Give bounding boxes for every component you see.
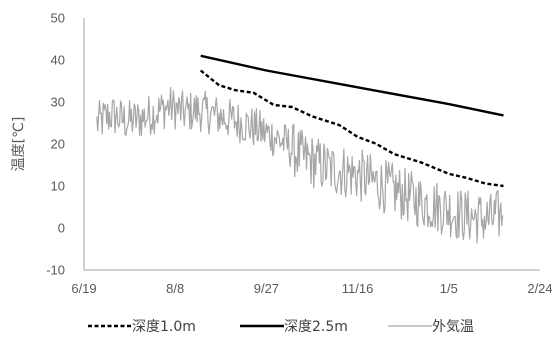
y-tick-label: 40 — [51, 53, 65, 68]
plot-series — [96, 54, 504, 244]
legend: 深度1.0m 深度2.5m 外気温 — [88, 319, 474, 335]
series-line-1 — [199, 69, 504, 188]
y-tick-label: 0 — [58, 221, 65, 236]
x-tick-label: 2/24 — [527, 281, 552, 296]
y-tick-label: 30 — [51, 95, 65, 110]
x-tick-label: 8/8 — [166, 281, 184, 296]
y-tick-label: 20 — [51, 137, 65, 152]
series-line-2 — [200, 54, 504, 117]
x-tick-label: 9/27 — [254, 281, 279, 296]
legend-label: 外気温 — [432, 319, 474, 335]
y-tick-label: -10 — [46, 263, 65, 278]
x-tick-label: 11/16 — [342, 281, 374, 296]
x-tick-labels: 6/19 8/8 9/27 11/16 1/5 2/24 — [71, 281, 552, 296]
y-tick-labels: -10 0 10 20 30 40 50 — [46, 11, 65, 278]
legend-label: 深度1.0m — [132, 319, 196, 335]
y-tick-label: 50 — [51, 11, 65, 26]
x-tick-label: 6/19 — [71, 281, 96, 296]
legend-label: 深度2.5m — [284, 319, 348, 335]
x-tick-label: 1/5 — [440, 281, 458, 296]
y-tick-label: 10 — [51, 179, 65, 194]
y-axis-label: 温度[℃] — [11, 117, 27, 172]
series-line-3 — [96, 86, 504, 244]
